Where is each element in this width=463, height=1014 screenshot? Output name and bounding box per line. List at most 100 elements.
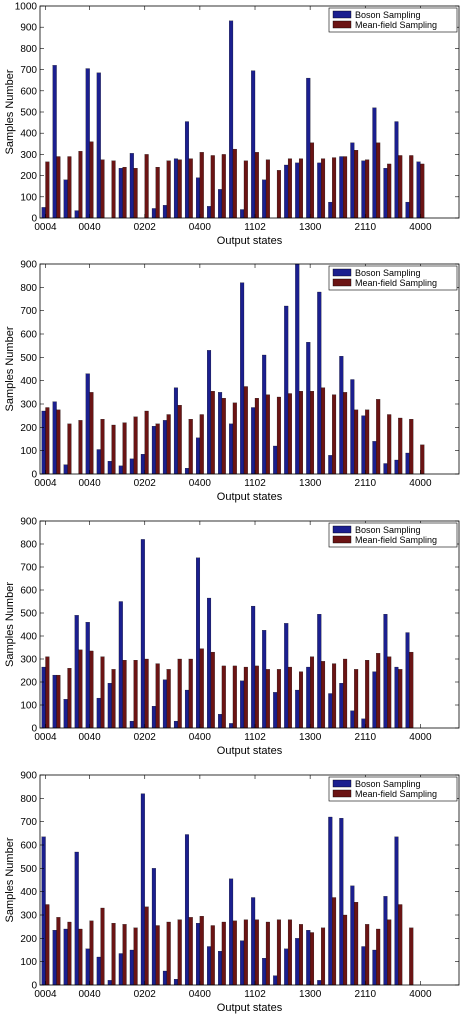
x-tick-label: 0040 xyxy=(78,989,101,1000)
bar-boson-22 xyxy=(273,692,278,729)
bar-boson-31 xyxy=(372,949,377,986)
y-tick-label: 400 xyxy=(20,887,37,898)
bar-boson-23 xyxy=(284,948,289,986)
bar-meanfield-12 xyxy=(166,921,171,986)
x-tick-label: 0004 xyxy=(34,989,57,1000)
bar-boson-16 xyxy=(207,206,212,219)
bar-boson-29 xyxy=(350,885,355,986)
bar-meanfield-35 xyxy=(420,163,425,219)
bar-meanfield-30 xyxy=(365,660,370,729)
bar-boson-4 xyxy=(74,851,79,986)
y-tick-label: 300 xyxy=(20,911,37,922)
bar-meanfield-14 xyxy=(188,658,193,729)
bar-meanfield-18 xyxy=(232,148,237,219)
bar-boson-29 xyxy=(350,379,355,475)
bar-boson-30 xyxy=(361,160,366,219)
x-tick-label: 4000 xyxy=(409,989,432,1000)
bar-boson-25 xyxy=(306,77,311,219)
bar-meanfield-9 xyxy=(133,927,138,986)
bar-meanfield-10 xyxy=(144,906,149,986)
bar-meanfield-4 xyxy=(78,151,83,219)
bar-meanfield-19 xyxy=(243,386,248,475)
bar-boson-27 xyxy=(328,693,333,729)
legend-swatch-meanfield xyxy=(332,278,352,287)
bar-meanfield-34 xyxy=(409,155,414,219)
y-axis-label: Samples Number xyxy=(4,837,16,922)
bar-boson-31 xyxy=(372,671,377,729)
x-tick-label: 4000 xyxy=(409,222,432,233)
bar-meanfield-30 xyxy=(365,159,370,219)
bar-meanfield-21 xyxy=(265,159,270,219)
bar-meanfield-25 xyxy=(310,656,315,729)
legend-label-boson: Boson Sampling xyxy=(355,525,421,535)
bar-meanfield-35 xyxy=(420,444,425,475)
bar-boson-14 xyxy=(184,689,189,729)
bar-boson-26 xyxy=(317,614,322,729)
bar-meanfield-33 xyxy=(398,904,403,986)
bar-boson-19 xyxy=(240,940,245,986)
bar-meanfield-4 xyxy=(78,928,83,986)
bar-meanfield-30 xyxy=(365,924,370,986)
bar-boson-5 xyxy=(85,948,90,986)
bar-boson-7 xyxy=(107,683,112,729)
bar-meanfield-26 xyxy=(321,387,326,475)
bar-meanfield-6 xyxy=(100,656,105,729)
bar-meanfield-16 xyxy=(210,155,215,219)
legend-swatch-meanfield xyxy=(332,535,352,544)
bar-boson-10 xyxy=(140,454,145,475)
bar-boson-11 xyxy=(151,868,156,986)
bar-meanfield-25 xyxy=(310,932,315,986)
legend-label-boson: Boson Sampling xyxy=(355,268,421,278)
bar-boson-10 xyxy=(140,539,145,729)
y-tick-label: 100 xyxy=(20,957,37,968)
bar-meanfield-30 xyxy=(365,409,370,475)
x-tick-label: 2110 xyxy=(355,989,377,1000)
y-axis-label: Samples Number xyxy=(4,582,16,667)
bar-meanfield-14 xyxy=(188,419,193,475)
bar-meanfield-22 xyxy=(276,170,281,219)
bar-meanfield-9 xyxy=(133,416,138,475)
legend-swatch-boson xyxy=(332,10,352,19)
bar-meanfield-5 xyxy=(89,650,94,729)
bar-meanfield-10 xyxy=(144,658,149,729)
bar-meanfield-10 xyxy=(144,410,149,475)
bar-boson-21 xyxy=(262,958,267,986)
bar-meanfield-20 xyxy=(254,398,259,475)
bar-meanfield-27 xyxy=(332,663,337,729)
x-tick-label: 0202 xyxy=(134,732,157,743)
bar-boson-21 xyxy=(262,630,267,729)
bar-boson-8 xyxy=(118,601,123,729)
bar-boson-1 xyxy=(41,836,46,986)
y-tick-label: 800 xyxy=(20,794,37,805)
bar-meanfield-1 xyxy=(45,656,50,729)
bar-meanfield-28 xyxy=(343,658,348,729)
bar-meanfield-7 xyxy=(111,424,116,475)
bar-meanfield-28 xyxy=(343,914,348,986)
bar-boson-34 xyxy=(405,452,410,475)
y-tick-label: 200 xyxy=(20,171,37,182)
bar-meanfield-22 xyxy=(276,669,281,729)
bar-meanfield-12 xyxy=(166,669,171,729)
y-tick-label: 800 xyxy=(20,540,37,551)
bar-meanfield-17 xyxy=(221,921,226,986)
bar-boson-33 xyxy=(394,459,399,475)
bar-boson-18 xyxy=(229,878,234,986)
y-axis-label: Samples Number xyxy=(4,69,16,154)
y-axis-label: Samples Number xyxy=(4,326,16,411)
bar-meanfield-26 xyxy=(321,927,326,986)
bar-boson-15 xyxy=(196,437,201,475)
bar-meanfield-18 xyxy=(232,665,237,729)
bar-boson-32 xyxy=(383,463,388,475)
bar-boson-28 xyxy=(339,156,344,219)
y-tick-label: 600 xyxy=(20,330,37,341)
bar-meanfield-11 xyxy=(155,166,160,219)
bar-meanfield-28 xyxy=(343,156,348,219)
y-tick-label: 700 xyxy=(20,817,37,828)
bar-boson-34 xyxy=(405,201,410,219)
bar-meanfield-18 xyxy=(232,402,237,475)
bar-meanfield-16 xyxy=(210,391,215,475)
bar-boson-6 xyxy=(96,72,101,219)
y-tick-label: 300 xyxy=(20,150,37,161)
bar-boson-27 xyxy=(328,816,333,986)
x-tick-label: 0040 xyxy=(78,222,101,233)
